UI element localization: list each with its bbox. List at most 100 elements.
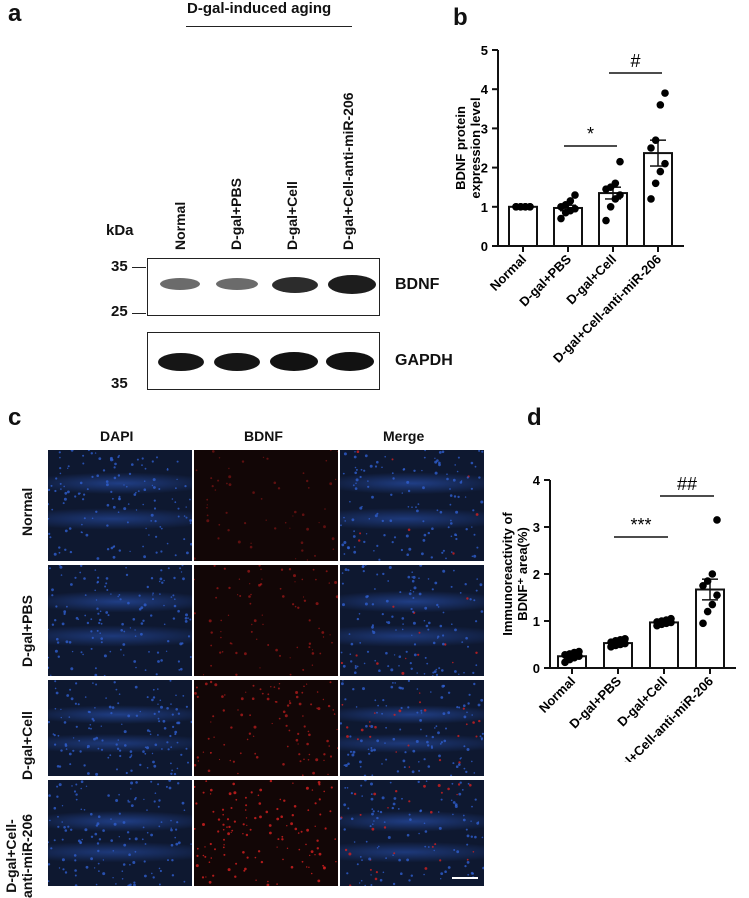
- cell-dot: [96, 474, 99, 477]
- cell-dot: [411, 576, 413, 578]
- cell-dot: [159, 699, 162, 702]
- cell-dot: [382, 572, 385, 576]
- cell-dot: [369, 721, 371, 723]
- cell-dot: [136, 458, 139, 461]
- cell-dot: [86, 746, 89, 749]
- cell-dot: [59, 472, 62, 475]
- cell-dot: [84, 594, 87, 596]
- cell-dot: [434, 843, 437, 846]
- cell-dot: [134, 685, 138, 689]
- cell-dot: [402, 759, 406, 763]
- cell-dot: [480, 500, 484, 504]
- cell-dot: [58, 867, 61, 869]
- cell-dot: [163, 727, 167, 730]
- cell-dot: [185, 516, 188, 519]
- cell-dot: [100, 637, 103, 640]
- cell-dot: [218, 523, 221, 526]
- cell-dot: [465, 528, 468, 531]
- cell-dot: [473, 682, 476, 686]
- cell-dot: [151, 460, 154, 463]
- cell-dot: [470, 461, 474, 465]
- cell-dot: [316, 839, 319, 842]
- cell-dot: [135, 714, 139, 717]
- cell-dot: [331, 641, 333, 644]
- cell-dot: [48, 628, 49, 631]
- blot-label-bdnf: BDNF: [395, 276, 440, 293]
- cell-dot: [329, 450, 332, 452]
- cell-dot: [417, 653, 420, 656]
- cell-dot: [235, 673, 238, 676]
- micrograph-dots: [340, 680, 484, 776]
- cell-dot: [286, 847, 289, 849]
- cell-dot: [374, 877, 378, 881]
- cell-dot: [281, 838, 284, 841]
- cell-dot: [57, 655, 60, 658]
- cell-dot: [286, 825, 288, 827]
- cell-dot: [61, 838, 64, 841]
- cell-dot: [424, 845, 427, 848]
- cell-dot: [49, 819, 51, 822]
- cell-dot: [250, 593, 252, 596]
- cell-dot: [130, 781, 134, 785]
- cell-dot: [392, 882, 396, 886]
- cell-dot: [154, 743, 158, 747]
- cell-dot: [157, 660, 160, 663]
- cell-dot: [158, 867, 161, 870]
- cell-dot: [68, 752, 72, 756]
- cell-dot: [392, 477, 395, 480]
- cell-dot: [455, 537, 458, 541]
- cell-dot: [195, 802, 198, 805]
- cell-dot: [438, 754, 441, 758]
- cell-dot: [335, 861, 337, 863]
- cell-dot: [133, 883, 136, 886]
- cell-dot: [434, 581, 438, 585]
- cell-dot: [98, 621, 101, 625]
- cell-dot: [73, 854, 77, 857]
- cell-dot: [99, 618, 102, 622]
- cell-dot: [78, 739, 81, 742]
- cell-dot: [187, 635, 191, 638]
- cell-dot: [413, 586, 417, 590]
- cell-dot: [228, 483, 232, 486]
- cell-dot: [96, 607, 99, 610]
- cell-dot: [58, 546, 61, 549]
- cell-dot: [355, 478, 359, 482]
- cell-dot: [359, 532, 362, 535]
- cell-dot: [348, 852, 352, 856]
- cell-dot: [384, 742, 386, 744]
- cell-dot: [440, 791, 443, 794]
- cell-dot: [255, 756, 259, 759]
- cell-dot: [296, 646, 299, 649]
- cell-dot: [153, 764, 157, 768]
- cell-dot: [418, 592, 422, 596]
- cell-dot: [48, 880, 50, 883]
- cell-dot: [50, 847, 53, 850]
- cell-dot: [474, 465, 477, 468]
- cell-dot: [79, 492, 81, 494]
- marker-35-bottom: 35: [111, 375, 128, 392]
- cell-dot: [318, 798, 321, 801]
- cell-dot: [77, 703, 80, 706]
- cell-dot: [316, 847, 319, 850]
- cell-dot: [478, 719, 481, 723]
- cell-dot: [251, 623, 253, 626]
- cell-dot: [148, 534, 150, 536]
- cell-dot: [303, 685, 305, 688]
- cell-dot: [213, 565, 216, 567]
- cell-dot: [143, 860, 146, 863]
- cell-dot: [385, 599, 389, 603]
- cell-dot: [353, 792, 357, 796]
- cell-dot: [425, 624, 429, 628]
- cell-dot: [378, 669, 381, 672]
- cell-dot: [68, 641, 72, 644]
- cell-dot: [276, 883, 278, 885]
- cell-dot: [81, 523, 83, 526]
- cell-dot: [350, 817, 354, 821]
- cell-dot: [335, 595, 338, 599]
- cell-dot: [98, 838, 102, 841]
- cell-dot: [95, 683, 98, 686]
- cell-dot: [217, 818, 221, 821]
- cell-dot: [408, 813, 411, 816]
- cell-dot: [153, 486, 156, 489]
- cell-dot: [302, 715, 304, 717]
